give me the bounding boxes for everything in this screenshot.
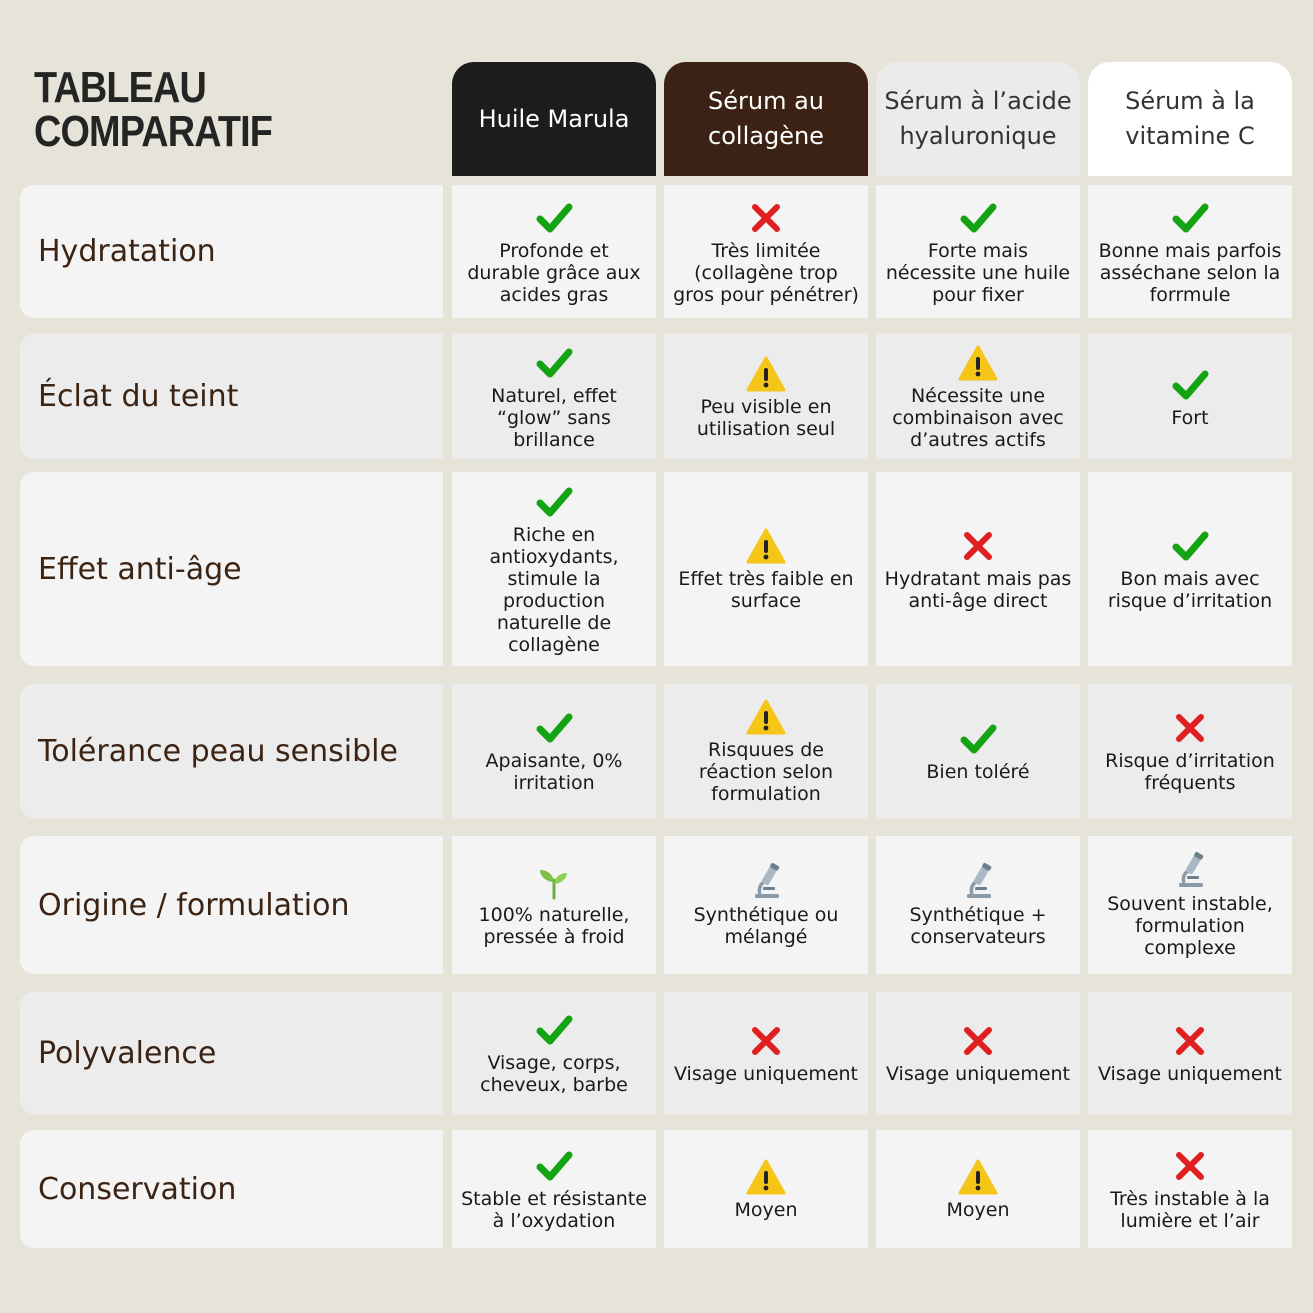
- table-cell: Naturel, effet “glow” sans brillance: [452, 334, 656, 459]
- check-icon: [534, 1010, 574, 1050]
- cell-text: Visage uniquement: [1097, 1063, 1283, 1085]
- warning-icon: [746, 697, 786, 737]
- cell-text: Stable et résistante à l’oxydation: [461, 1188, 647, 1232]
- check-icon: [534, 482, 574, 522]
- cell-text: Profonde et durable grâce aux acides gra…: [467, 239, 641, 306]
- table-cell: Riche en antioxydants, stimule la produc…: [452, 472, 656, 666]
- table-cell: Apaisante, 0% irritation: [452, 684, 656, 818]
- cell-text: Risquues de réaction selon formulation: [698, 739, 834, 805]
- table-cell: Risquues de réaction selon formulation: [664, 684, 868, 818]
- cell-text: Effet très faible en surface: [678, 568, 854, 612]
- warning-icon: [958, 1157, 998, 1197]
- row-label-hydratation: Hydratation: [20, 185, 443, 318]
- table-cell: Risque d’irritation fréquents: [1088, 684, 1292, 818]
- table-cell: Hydratant mais pas anti-âge direct: [876, 472, 1080, 666]
- table-cell: 100% naturelle, pressée à froid: [452, 836, 656, 974]
- cell-text: Visage uniquement: [673, 1063, 859, 1085]
- table-cell: Visage uniquement: [876, 992, 1080, 1114]
- table-cell: Moyen: [664, 1130, 868, 1248]
- cross-icon: [958, 1021, 998, 1061]
- warning-icon: [958, 343, 998, 383]
- cell-text: Nécessite une combinaison avec d’autres …: [892, 384, 1064, 451]
- row-label-polyvalence: Polyvalence: [20, 992, 443, 1114]
- table-cell: Visage uniquement: [664, 992, 868, 1114]
- cross-icon: [1170, 1021, 1210, 1061]
- column-header-serum-collagene: Sérum au collagène: [664, 62, 868, 176]
- cross-icon: [1170, 708, 1210, 748]
- cell-text: Peu visible en utilisation seul: [696, 395, 836, 440]
- seedling-icon: [534, 862, 574, 902]
- cell-text: Très instable à la lumière et l’air: [1110, 1188, 1270, 1232]
- column-header-serum-acide-hyaluronique: Sérum à l’acide hyaluronique: [876, 62, 1080, 176]
- table-cell: Souvent instable, formulation complexe: [1088, 836, 1292, 974]
- warning-icon: [746, 354, 786, 394]
- check-icon: [534, 343, 574, 383]
- cell-text: Fort: [1171, 406, 1209, 429]
- cell-text: Bonne mais parfois asséchane selon la fo…: [1098, 239, 1282, 306]
- warning-icon: [746, 526, 786, 566]
- table-cell: Fort: [1088, 334, 1292, 459]
- table-cell: Très limitée (collagène trop gros pour p…: [664, 185, 868, 318]
- table-cell: Bon mais avec risque d’irritation: [1088, 472, 1292, 666]
- row-label-origine-formulation: Origine / formulation: [20, 836, 443, 974]
- table-cell: Effet très faible en surface: [664, 472, 868, 666]
- cell-text: Bien toléré: [926, 761, 1030, 783]
- check-icon: [958, 198, 998, 238]
- column-header-serum-vitamine-c: Sérum à la vitamine C: [1088, 62, 1292, 176]
- title-line-2: COMPARATIF: [34, 107, 273, 156]
- microscope-icon: [1170, 851, 1210, 891]
- table-cell: Forte mais nécessite une huile pour fixe…: [876, 185, 1080, 318]
- check-icon: [1170, 526, 1210, 566]
- table-cell: Visage uniquement: [1088, 992, 1292, 1114]
- cross-icon: [1170, 1146, 1210, 1186]
- table-cell: Bien toléré: [876, 684, 1080, 818]
- row-label-effet-anti-age: Effet anti-âge: [20, 472, 443, 666]
- table-cell: Profonde et durable grâce aux acides gra…: [452, 185, 656, 318]
- cross-icon: [958, 526, 998, 566]
- table-cell: Moyen: [876, 1130, 1080, 1248]
- cross-icon: [746, 1021, 786, 1061]
- cell-text: 100% naturelle, pressée à froid: [478, 904, 630, 948]
- cross-icon: [746, 198, 786, 238]
- cell-text: Risque d’irritation fréquents: [1105, 750, 1275, 794]
- cell-text: Visage, corps, cheveux, barbe: [480, 1052, 628, 1096]
- check-icon: [958, 719, 998, 759]
- table-cell: Bonne mais parfois asséchane selon la fo…: [1088, 185, 1292, 318]
- microscope-icon: [958, 862, 998, 902]
- cell-text: Synthétique + conservateurs: [909, 904, 1047, 948]
- table-cell: Synthétique ou mélangé: [664, 836, 868, 974]
- cell-text: Moyen: [734, 1199, 798, 1221]
- cell-text: Visage uniquement: [885, 1063, 1071, 1085]
- title-line-1: TABLEAU: [34, 63, 207, 112]
- cell-text: Synthétique ou mélangé: [693, 904, 839, 948]
- table-cell: Visage, corps, cheveux, barbe: [452, 992, 656, 1114]
- cell-text: Riche en antioxydants, stimule la produc…: [489, 524, 619, 656]
- cell-text: Hydratant mais pas anti-âge direct: [884, 568, 1072, 612]
- check-icon: [534, 708, 574, 748]
- table-cell: Nécessite une combinaison avec d’autres …: [876, 334, 1080, 459]
- cell-text: Très limitée (collagène trop gros pour p…: [673, 239, 859, 306]
- cell-text: Forte mais nécessite une huile pour fixe…: [885, 239, 1071, 306]
- row-label-conservation: Conservation: [20, 1130, 443, 1248]
- table-cell: Très instable à la lumière et l’air: [1088, 1130, 1292, 1248]
- cell-text: Naturel, effet “glow” sans brillance: [491, 384, 617, 451]
- check-icon: [1170, 198, 1210, 238]
- check-icon: [534, 1146, 574, 1186]
- page-title: TABLEAU COMPARATIF: [34, 63, 273, 156]
- table-cell: Stable et résistante à l’oxydation: [452, 1130, 656, 1248]
- check-icon: [1170, 365, 1210, 405]
- warning-icon: [746, 1157, 786, 1197]
- column-header-huile-marula: Huile Marula: [452, 62, 656, 176]
- cell-text: Bon mais avec risque d’irritation: [1107, 568, 1273, 612]
- row-label-eclat-du-teint: Éclat du teint: [20, 334, 443, 459]
- row-label-tolerance-peau-sensible: Tolérance peau sensible: [20, 684, 443, 818]
- cell-text: Moyen: [946, 1199, 1010, 1221]
- table-cell: Synthétique + conservateurs: [876, 836, 1080, 974]
- cell-text: Souvent instable, formulation complexe: [1107, 893, 1273, 959]
- cell-text: Apaisante, 0% irritation: [485, 750, 623, 794]
- table-cell: Peu visible en utilisation seul: [664, 334, 868, 459]
- microscope-icon: [746, 862, 786, 902]
- check-icon: [534, 198, 574, 238]
